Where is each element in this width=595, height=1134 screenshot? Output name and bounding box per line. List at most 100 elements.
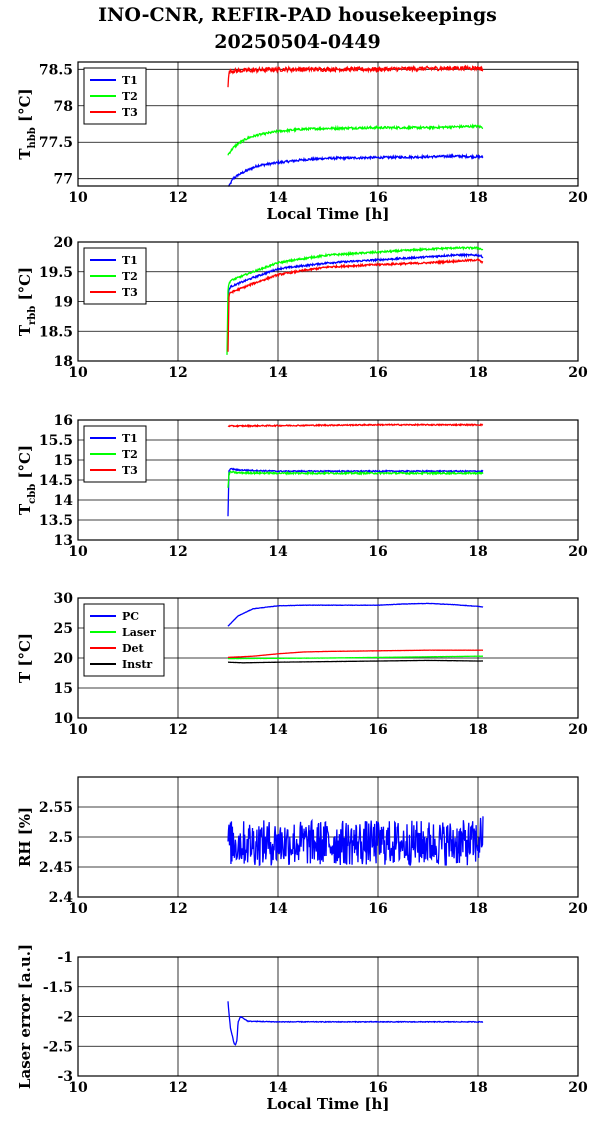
x-tick-label: 20 xyxy=(568,901,588,917)
x-tick-label: 14 xyxy=(268,365,288,381)
x-tick-label: 18 xyxy=(468,544,487,560)
y-axis-label: Thbb [°C] xyxy=(16,88,38,159)
x-axis-label: Local Time [h] xyxy=(267,205,390,223)
y-tick-label: 2.55 xyxy=(39,800,73,816)
x-tick-label: 12 xyxy=(168,1080,187,1096)
series-line-laser xyxy=(228,655,484,660)
y-axis-label: RH [%] xyxy=(16,807,34,867)
x-tick-label: 10 xyxy=(68,901,88,917)
y-tick-label: 78.5 xyxy=(39,62,73,78)
y-tick-label: -2.5 xyxy=(43,1039,73,1055)
y-tick-label: 10 xyxy=(54,711,74,727)
y-tick-label: 18 xyxy=(54,354,73,370)
series-line-t2 xyxy=(226,245,484,355)
y-tick-label: 18.5 xyxy=(39,324,73,340)
series-line-t3 xyxy=(227,422,484,428)
x-tick-label: 14 xyxy=(268,544,288,560)
y-tick-label: 13 xyxy=(54,533,73,549)
x-tick-label: 16 xyxy=(368,1080,387,1096)
plot-frame xyxy=(77,776,579,898)
y-tick-label: 15 xyxy=(54,681,73,697)
x-tick-label: 16 xyxy=(368,544,387,560)
legend-label: T3 xyxy=(122,106,138,119)
series-line-data xyxy=(227,816,484,867)
y-tick-label: -1.5 xyxy=(43,980,73,996)
legend-label: T2 xyxy=(122,448,138,461)
y-tick-label: -1 xyxy=(57,950,73,966)
y-axis-label: Laser error [a.u.] xyxy=(16,944,34,1089)
plot-frame xyxy=(77,956,579,1077)
x-tick-label: 10 xyxy=(68,365,88,381)
x-tick-label: 14 xyxy=(268,722,288,738)
legend-label: T3 xyxy=(122,464,138,477)
y-tick-label: 77 xyxy=(54,172,73,188)
series-line-data xyxy=(227,1001,484,1046)
legend: T1 T2 T3 xyxy=(83,67,147,125)
legend-label: T1 xyxy=(122,254,138,267)
x-tick-label: 16 xyxy=(368,365,387,381)
y-tick-label: 19.5 xyxy=(39,265,73,281)
series-line-instr xyxy=(227,659,483,664)
y-tick-label: 15 xyxy=(54,453,73,469)
x-tick-label: 10 xyxy=(68,1080,88,1096)
legend-label: PC xyxy=(122,610,139,623)
y-tick-label: 14.5 xyxy=(39,473,73,489)
series-line-t3 xyxy=(227,258,484,352)
x-tick-label: 12 xyxy=(168,190,187,206)
x-tick-label: 16 xyxy=(368,722,387,738)
panel-1: 10 12 14 16 18 20 77 77.5 78 78.5 Local Time [h] Th… xyxy=(16,61,588,223)
x-tick-label: 12 xyxy=(168,544,187,560)
x-tick-label: 20 xyxy=(568,722,588,738)
y-tick-label: 2.5 xyxy=(49,830,73,846)
x-tick-label: 10 xyxy=(68,544,88,560)
series-line-t1 xyxy=(227,467,484,517)
x-tick-label: 14 xyxy=(268,901,288,917)
x-tick-label: 18 xyxy=(468,722,487,738)
y-tick-label: 16 xyxy=(54,413,73,429)
legend-label: T2 xyxy=(122,90,138,103)
panel-5: 10 12 14 16 18 20 2.4 2.45 2.5 2.55 RH [%] xyxy=(16,776,588,917)
y-tick-label: 30 xyxy=(54,591,74,607)
y-tick-label: 20 xyxy=(54,235,74,251)
plot-frame xyxy=(77,241,579,362)
plot-frame xyxy=(77,597,579,719)
y-tick-label: -3 xyxy=(57,1069,73,1085)
x-tick-label: 20 xyxy=(568,190,588,206)
x-tick-label: 12 xyxy=(168,901,187,917)
y-tick-label: 2.45 xyxy=(39,860,73,876)
legend-label: Laser xyxy=(122,626,156,639)
panel-4: 10 12 14 16 18 20 10 15 20 25 30 T [°C] PC Laser Det In… xyxy=(16,591,588,738)
y-tick-label: 25 xyxy=(54,621,73,637)
x-tick-label: 14 xyxy=(268,190,288,206)
x-tick-label: 14 xyxy=(268,1080,288,1096)
legend: PC Laser Det Instr xyxy=(83,603,165,677)
plot-frame xyxy=(77,61,579,187)
panel-2: 10 12 14 16 18 20 18 18.5 19 19.5 20 Trbb [°C] T1 T2 T… xyxy=(16,235,588,381)
y-axis-label: T [°C] xyxy=(16,633,34,683)
series-line-det xyxy=(227,649,484,659)
x-tick-label: 10 xyxy=(68,722,88,738)
chart-title: INO-CNR, REFIR-PAD housekeepings xyxy=(98,4,497,26)
panel-6: 10 12 14 16 18 20 -3 -2.5 -2 -1.5 -1 Local Time [h]… xyxy=(16,944,588,1113)
x-tick-label: 20 xyxy=(568,365,588,381)
x-tick-label: 20 xyxy=(568,544,588,560)
chart-subtitle: 20250504-0449 xyxy=(214,31,381,53)
y-tick-label: 19 xyxy=(54,295,73,311)
x-tick-label: 18 xyxy=(468,365,487,381)
x-tick-label: 12 xyxy=(168,365,187,381)
x-tick-label: 18 xyxy=(468,190,487,206)
y-tick-label: 2.4 xyxy=(49,890,74,906)
x-tick-label: 16 xyxy=(368,190,387,206)
x-tick-label: 18 xyxy=(468,901,487,917)
series-line-t1 xyxy=(227,252,484,299)
y-axis-label: Trbb [°C] xyxy=(16,267,38,336)
plot-frame xyxy=(77,419,579,541)
legend-label: T3 xyxy=(122,286,138,299)
x-tick-label: 16 xyxy=(368,901,387,917)
legend: T1 T2 T3 xyxy=(83,425,147,483)
series-line-t1 xyxy=(228,153,484,187)
legend-label: Det xyxy=(122,642,145,655)
legend-label: T2 xyxy=(122,270,138,283)
y-tick-label: 77.5 xyxy=(39,135,73,151)
